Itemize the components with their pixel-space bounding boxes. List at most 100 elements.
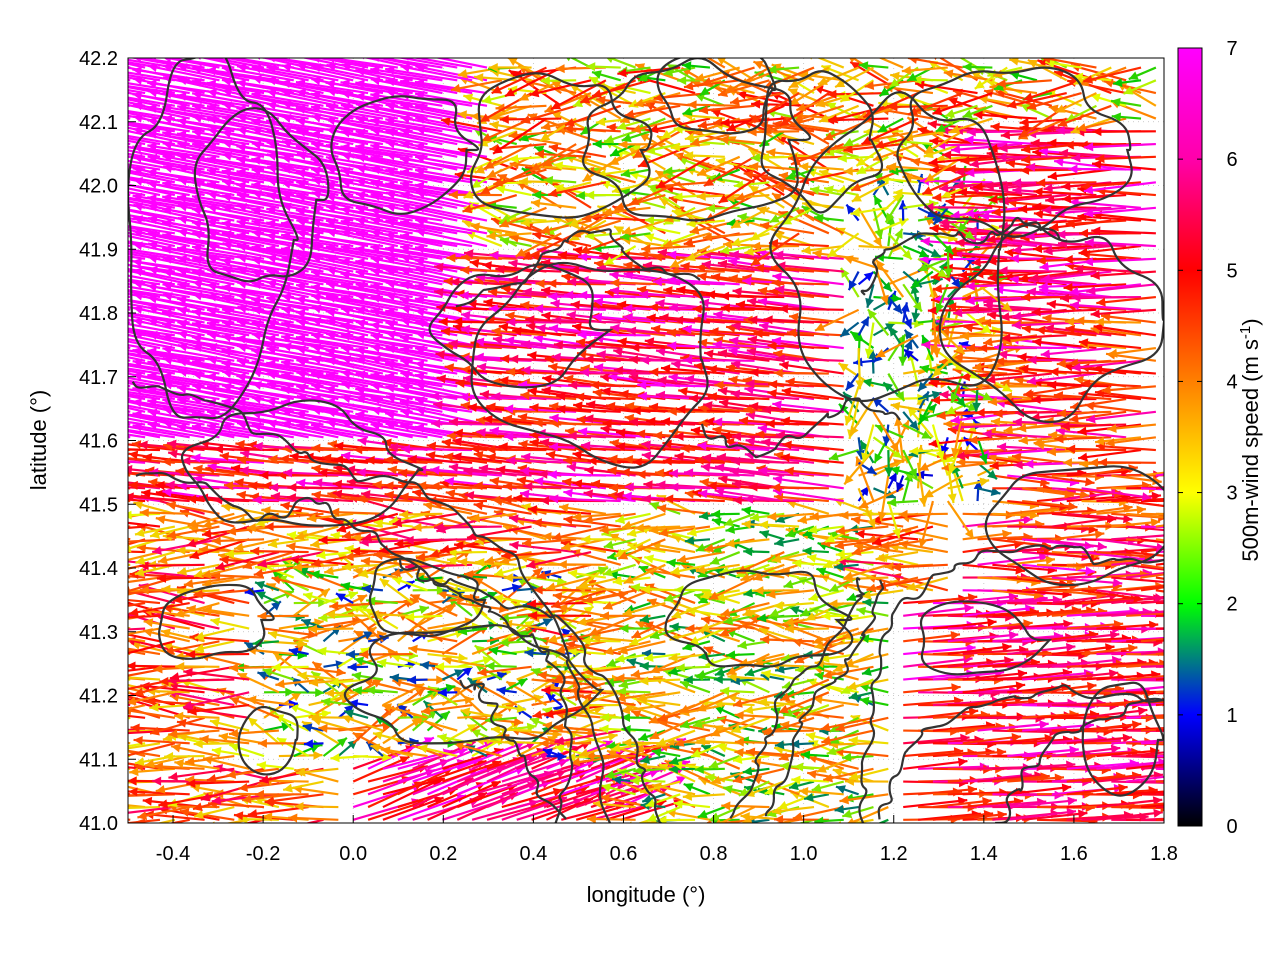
wind-vector [352, 755, 410, 783]
wind-vector [720, 601, 770, 618]
wind-vector [488, 646, 517, 656]
wind-vector [675, 663, 711, 673]
y-tick-label: 41.7 [79, 367, 118, 389]
wind-vector [426, 710, 451, 732]
wind-vector [128, 687, 146, 694]
wind-vector [588, 614, 637, 636]
wind-vector [932, 618, 997, 630]
wind-vector [128, 601, 146, 607]
y-tick-label: 41.2 [79, 686, 118, 708]
wind-vector [812, 695, 859, 707]
wind-vector [766, 589, 815, 599]
wind-vector [292, 562, 339, 572]
wind-vector [254, 580, 280, 592]
wind-vector [199, 734, 250, 745]
wind-vector [130, 723, 190, 733]
wind-vector [842, 752, 874, 762]
wind-vector [554, 729, 621, 746]
wind-vector [1126, 663, 1164, 668]
wind-vector [699, 614, 741, 632]
wind-vector [695, 665, 726, 679]
x-tick-label: 0.8 [700, 843, 728, 865]
wind-vector [243, 818, 265, 823]
wind-vector [271, 575, 324, 592]
wind-vector [542, 748, 562, 758]
y-tick-label: 42.1 [79, 112, 118, 134]
wind-vector [257, 738, 309, 748]
wind-vector [788, 780, 815, 791]
wind-vector [1140, 573, 1164, 579]
wind-vector [715, 806, 756, 823]
wind-vector [128, 91, 131, 95]
colorbar-tick-label: 6 [1226, 149, 1237, 171]
wind-vector [708, 576, 756, 601]
wind-vector [168, 818, 190, 823]
wind-vector [164, 752, 205, 762]
wind-vector [128, 359, 131, 362]
wind-vector [591, 633, 636, 643]
wind-vector [201, 563, 250, 579]
wind-vector [947, 747, 1007, 758]
wind-vector [128, 282, 131, 286]
wind-vector [861, 589, 904, 600]
wind-vector [524, 648, 547, 658]
wind-vector [732, 691, 785, 708]
wind-vector [656, 729, 696, 747]
wind-vector [264, 793, 324, 806]
wind-vector [128, 167, 131, 171]
wind-vector [186, 778, 250, 788]
wind-vector [576, 614, 621, 627]
wind-vector [408, 644, 458, 656]
wind-vector [962, 681, 1026, 694]
wind-vector [194, 640, 235, 653]
wind-vector [947, 642, 1012, 656]
wind-vector [128, 614, 161, 619]
wind-vector [193, 739, 235, 749]
wind-vector [947, 630, 1019, 643]
wind-vector [278, 750, 323, 760]
wind-vector [623, 563, 666, 585]
wind-vector [128, 410, 131, 413]
wind-vector [816, 755, 859, 773]
wind-vector [821, 611, 859, 621]
wind-vector [861, 665, 889, 676]
wind-vector [640, 585, 681, 595]
wind-vector [128, 537, 131, 541]
y-tick-label: 42.2 [79, 48, 118, 70]
wind-vector [143, 618, 190, 630]
wind-vector [139, 561, 205, 571]
wind-vector [700, 744, 726, 758]
wind-vector [128, 423, 131, 426]
wind-vector [536, 563, 592, 580]
wind-vector [543, 703, 607, 719]
wind-vector [637, 818, 651, 823]
wind-vector [826, 742, 859, 756]
wind-vector [816, 567, 845, 579]
wind-vector [128, 793, 131, 796]
wind-vector [149, 702, 190, 712]
wind-vector [697, 806, 726, 819]
wind-vector [427, 652, 468, 663]
wind-vector [663, 589, 696, 603]
wind-vector [811, 780, 845, 793]
wind-vector [848, 736, 889, 746]
wind-vector [1096, 589, 1164, 603]
wind-vector [310, 570, 339, 580]
colorbar-tick-label: 5 [1226, 260, 1237, 282]
wind-vector [133, 735, 190, 745]
wind-vector [636, 691, 681, 703]
wind-vector [237, 672, 280, 694]
wind-vector [618, 640, 666, 655]
wind-vector [808, 589, 845, 602]
wind-vector [631, 614, 681, 639]
wind-vector [779, 678, 830, 702]
wind-vector [486, 703, 527, 714]
wind-vector [581, 636, 621, 646]
wind-vector [1140, 638, 1164, 643]
wind-vector [528, 611, 592, 621]
wind-vector [841, 806, 874, 819]
wind-vector [128, 601, 131, 605]
wind-vector [917, 707, 979, 719]
x-tick-label: -0.4 [156, 843, 190, 865]
x-tick-label: 1.8 [1150, 843, 1178, 865]
